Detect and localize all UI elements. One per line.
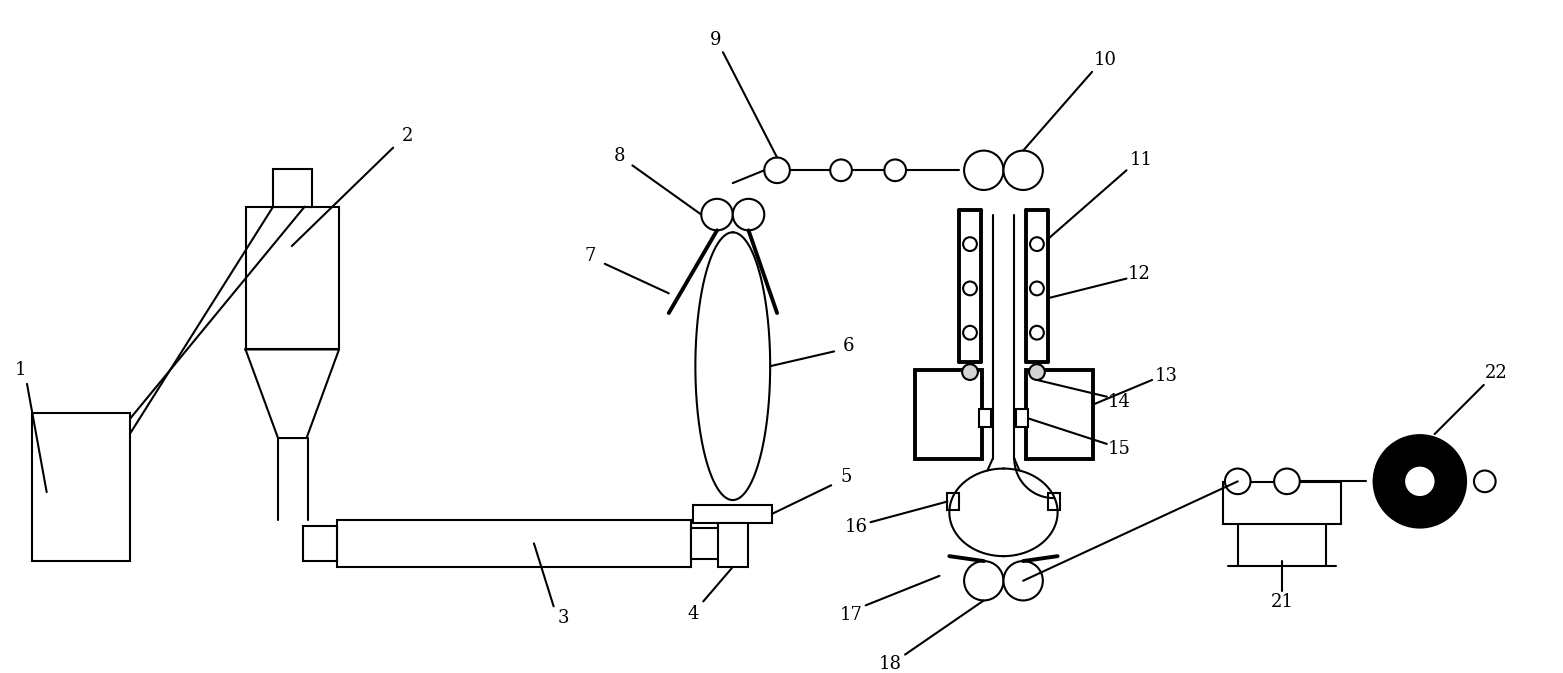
Bar (1025, 370, 1093, 459)
Text: 14: 14 (1108, 392, 1132, 411)
Circle shape (1404, 466, 1435, 497)
Bar (914, 370, 982, 459)
Text: 21: 21 (1271, 594, 1294, 611)
Text: 12: 12 (1128, 264, 1150, 283)
Circle shape (963, 364, 978, 380)
Circle shape (963, 237, 977, 251)
Text: 2: 2 (402, 127, 414, 145)
Circle shape (1225, 468, 1250, 494)
Bar (694, 505, 772, 523)
Bar (274, 170, 313, 207)
Bar (717, 523, 747, 567)
Text: 17: 17 (839, 606, 863, 625)
Circle shape (764, 157, 789, 183)
Bar (303, 526, 338, 561)
Bar (1016, 409, 1028, 427)
Text: 11: 11 (1130, 151, 1153, 170)
Circle shape (963, 326, 977, 340)
Wedge shape (1372, 434, 1468, 528)
Bar (978, 409, 991, 427)
Text: 7: 7 (585, 247, 596, 265)
Text: 13: 13 (1155, 367, 1177, 385)
Bar (338, 520, 691, 567)
Circle shape (1030, 281, 1044, 295)
Circle shape (1274, 468, 1300, 494)
Text: 9: 9 (710, 32, 722, 49)
Bar (245, 207, 339, 349)
Text: 1: 1 (14, 361, 27, 379)
Text: 5: 5 (841, 468, 852, 487)
Text: 10: 10 (1094, 51, 1116, 69)
Circle shape (963, 281, 977, 295)
Bar (31, 413, 130, 561)
Text: 15: 15 (1108, 440, 1132, 458)
Text: 4: 4 (688, 605, 699, 623)
Circle shape (964, 151, 1003, 190)
Text: 18: 18 (878, 656, 902, 673)
Text: 8: 8 (614, 147, 625, 164)
Bar (947, 493, 960, 510)
Text: 3: 3 (558, 609, 569, 627)
Circle shape (702, 199, 733, 230)
Circle shape (885, 160, 907, 181)
Bar (1047, 493, 1060, 510)
Circle shape (1030, 237, 1044, 251)
Circle shape (1003, 561, 1043, 600)
Circle shape (733, 199, 764, 230)
Text: 22: 22 (1485, 364, 1508, 382)
Text: 6: 6 (842, 337, 855, 355)
Circle shape (964, 561, 1003, 600)
Bar (691, 528, 719, 559)
Circle shape (830, 160, 852, 181)
Bar (1222, 483, 1341, 524)
Circle shape (1474, 470, 1496, 492)
Circle shape (1003, 151, 1043, 190)
Circle shape (1030, 326, 1044, 340)
Circle shape (1028, 364, 1044, 380)
Text: 16: 16 (844, 518, 867, 536)
